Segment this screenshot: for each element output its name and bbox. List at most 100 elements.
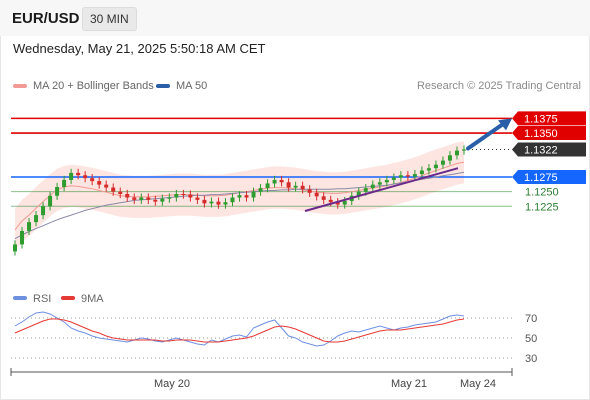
candle-body bbox=[181, 194, 186, 195]
rsi-ma-legend-label: 9MA bbox=[81, 293, 104, 305]
datetime-label: Wednesday, May 21, 2025 5:50:18 AM CET bbox=[13, 41, 266, 56]
candle-body bbox=[314, 192, 319, 197]
symbol-label: EUR/USD bbox=[12, 10, 80, 27]
candle-body bbox=[41, 206, 46, 216]
legend-bollinger-label: MA 20 + Bollinger Bands bbox=[33, 80, 154, 92]
candle-body bbox=[230, 197, 235, 203]
chart-header: EUR/USD 30 MIN bbox=[0, 0, 590, 36]
rsi-series-rsi bbox=[14, 311, 465, 347]
candle-body bbox=[216, 201, 221, 205]
candle-body bbox=[188, 194, 193, 198]
candle-body bbox=[223, 202, 228, 205]
candle-body bbox=[209, 201, 214, 204]
bollinger-swatch bbox=[13, 84, 27, 88]
candle-body bbox=[167, 197, 172, 199]
candle-body bbox=[55, 186, 60, 196]
candle-body bbox=[237, 195, 242, 198]
timeframe-badge[interactable]: 30 MIN bbox=[82, 7, 137, 31]
legend-ma50: MA 50 bbox=[156, 80, 207, 92]
level-label-1.1275: 1.1275 bbox=[524, 172, 558, 184]
candle-body bbox=[34, 215, 39, 223]
candle-body bbox=[104, 184, 109, 188]
candle-body bbox=[27, 222, 32, 231]
candle-body bbox=[111, 187, 116, 192]
candle-body bbox=[90, 178, 95, 182]
candle-body bbox=[83, 175, 88, 179]
legend-ma50-label: MA 50 bbox=[176, 80, 208, 92]
ma50-swatch bbox=[156, 84, 170, 88]
candle-body bbox=[153, 199, 158, 202]
candle-body bbox=[174, 194, 179, 198]
rsi-series-9ma bbox=[14, 318, 465, 343]
candle-body bbox=[286, 182, 291, 188]
candle-body bbox=[405, 175, 410, 177]
candle-body bbox=[160, 198, 165, 202]
candle-body bbox=[195, 197, 200, 200]
candle-body bbox=[307, 189, 312, 193]
rsi-legend-label: RSI bbox=[33, 293, 51, 305]
rsi-tick-30: 30 bbox=[525, 353, 537, 365]
copyright-text: Research © 2025 Trading Central bbox=[416, 80, 581, 92]
x-tick-label: May 24 bbox=[460, 378, 496, 390]
candle-body bbox=[447, 155, 452, 161]
candle-body bbox=[293, 185, 298, 188]
rsi-tick-70: 70 bbox=[525, 313, 537, 325]
candle-body bbox=[279, 179, 284, 183]
level-badge-bg bbox=[512, 126, 586, 141]
candle-body bbox=[335, 202, 340, 205]
level-badge-bg bbox=[512, 111, 586, 126]
candle-body bbox=[342, 201, 347, 205]
rsi-legend: RSI 9MA bbox=[13, 293, 104, 305]
target-arrow-head bbox=[498, 118, 512, 131]
candle-body bbox=[48, 195, 53, 207]
candle-body bbox=[440, 160, 445, 165]
level-badge-1.1350: 1.1350 bbox=[512, 126, 586, 141]
candle-body bbox=[202, 199, 207, 204]
level-badge-1.1322: 1.1322 bbox=[512, 142, 586, 157]
candle-body bbox=[62, 179, 67, 187]
candle-body bbox=[433, 164, 438, 169]
candle-body bbox=[321, 196, 326, 200]
candle-body bbox=[265, 183, 270, 189]
x-tick-label: May 21 bbox=[391, 378, 427, 390]
candle-body bbox=[258, 188, 263, 192]
level-badge-1.1275: 1.1275 bbox=[512, 170, 586, 184]
candle-body bbox=[125, 194, 130, 198]
level-badge-bg bbox=[512, 142, 586, 157]
candle-body bbox=[20, 230, 25, 245]
candle-body bbox=[300, 185, 305, 190]
level-badge-1.1375: 1.1375 bbox=[512, 111, 586, 126]
candle-body bbox=[146, 197, 151, 200]
candle-body bbox=[384, 179, 389, 183]
target-arrow-shaft bbox=[466, 121, 506, 151]
rsi-ma-swatch bbox=[61, 296, 75, 300]
candle-body bbox=[391, 177, 396, 180]
candle-body bbox=[356, 191, 361, 196]
candle-body bbox=[13, 244, 17, 252]
level-label-1.1375: 1.1375 bbox=[524, 113, 558, 125]
candle-body bbox=[363, 188, 368, 192]
candle-body bbox=[272, 179, 277, 184]
candle-body bbox=[412, 174, 417, 177]
candles bbox=[13, 145, 466, 256]
candle-body bbox=[419, 170, 424, 175]
level-label-1.1322: 1.1322 bbox=[524, 144, 558, 156]
trend-line bbox=[304, 167, 459, 212]
candle-body bbox=[118, 191, 123, 194]
level-label-1.1250: 1.1250 bbox=[525, 187, 559, 199]
candle-body bbox=[454, 150, 459, 156]
x-tick-label: May 20 bbox=[154, 378, 190, 390]
candle-body bbox=[426, 168, 431, 171]
candle-body bbox=[377, 182, 382, 185]
candle-body bbox=[139, 197, 144, 200]
candle-body bbox=[69, 172, 74, 180]
candle-body bbox=[97, 181, 102, 185]
candle-body bbox=[462, 149, 466, 151]
candle-body bbox=[251, 191, 256, 198]
candle-body bbox=[132, 197, 137, 200]
candle-body bbox=[370, 184, 375, 189]
candle-body bbox=[398, 175, 403, 178]
legend-bollinger: MA 20 + Bollinger Bands bbox=[13, 80, 154, 92]
level-label-1.1225: 1.1225 bbox=[525, 201, 559, 213]
